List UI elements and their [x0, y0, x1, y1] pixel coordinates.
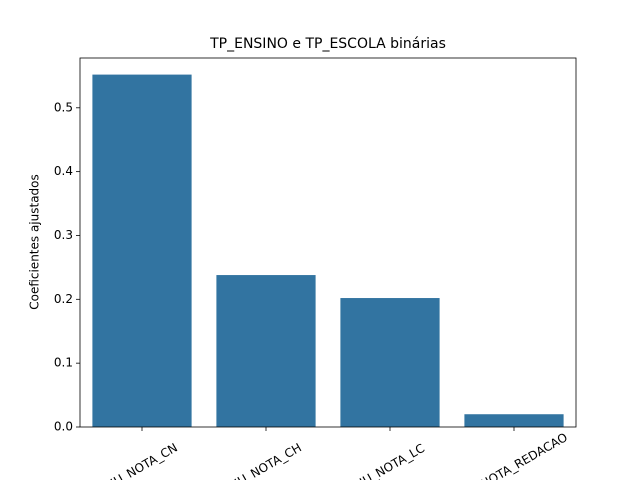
y-tick-label: 0.2	[54, 292, 73, 306]
y-tick-label: 0.0	[54, 420, 73, 434]
x-tick-label: NU_NOTA_CH	[228, 440, 304, 480]
x-tick-label: NU_NOTA_LC	[353, 441, 427, 480]
y-axis-label: Coeficientes ajustados	[28, 174, 42, 310]
x-tick-label: NU_NOTA_REDACAO	[458, 430, 570, 480]
bar	[216, 275, 316, 427]
y-tick-label: 0.1	[54, 356, 73, 370]
plot-frame	[79, 57, 577, 428]
chart-title: TP_ENSINO e TP_ESCOLA binárias	[209, 36, 446, 52]
bar	[92, 74, 192, 427]
bar	[340, 298, 440, 427]
y-tick-label: 0.4	[54, 164, 73, 178]
y-tick-label: 0.5	[54, 100, 73, 114]
y-tick-label: 0.3	[54, 228, 73, 242]
x-tick-label: NU_NOTA_CN	[104, 440, 180, 480]
bar	[464, 414, 564, 427]
